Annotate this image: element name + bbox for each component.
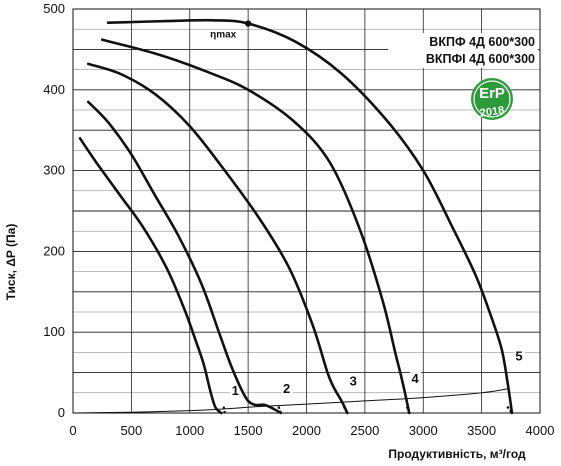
x-axis-title: Продуктивність, м³/год	[388, 447, 526, 461]
x-tick-label: 3000	[409, 423, 438, 438]
fan-curve-2	[88, 102, 281, 413]
curve-label-2: 2	[283, 381, 290, 396]
x-tick-label: 3500	[467, 423, 496, 438]
y-tick-labels: 0 100 200 300 400 500	[43, 1, 65, 420]
y-tick-label: 100	[43, 324, 65, 339]
x-tick-label: 1500	[234, 423, 263, 438]
y-tick-label: 500	[43, 1, 65, 16]
fan-curves: 1 2 3 4 5	[73, 20, 525, 413]
legend-box: ВКПФ 4Д 600*300 ВКПФІ 4Д 600*300	[388, 33, 538, 68]
y-tick-label: 300	[43, 163, 65, 178]
erp-badge-top: ErP	[479, 85, 505, 102]
y-tick-label: 200	[43, 243, 65, 258]
curve-label-4: 4	[411, 371, 419, 386]
y-axis-title: Тиск, ΔP (Па)	[4, 224, 18, 301]
grid	[73, 9, 540, 413]
eta-max-label: ηmax	[210, 30, 237, 41]
legend-line-2: ВКПФІ 4Д 600*300	[426, 52, 535, 66]
x-tick-label: 500	[121, 423, 143, 438]
x-tick-label: 4000	[526, 423, 555, 438]
erp-badge: ErP 2018	[471, 78, 513, 120]
x-tick-label: 0	[69, 423, 76, 438]
curve-label-5: 5	[515, 348, 522, 363]
curve-dashed-end-1	[224, 407, 225, 413]
x-tick-labels: 0 500 1000 1500 2000 2500 3000 3500 4000	[69, 423, 554, 438]
fan-curve-3	[88, 64, 347, 413]
fan-curve-1	[80, 138, 221, 413]
y-tick-label: 0	[58, 405, 65, 420]
curve-label-3: 3	[350, 374, 357, 389]
x-tick-label: 2500	[350, 423, 379, 438]
curve-label-1: 1	[232, 383, 239, 398]
legend-line-1: ВКПФ 4Д 600*300	[429, 35, 535, 49]
eta-max-point	[245, 20, 251, 26]
y-tick-label: 400	[43, 82, 65, 97]
x-tick-label: 2000	[292, 423, 321, 438]
x-tick-label: 1000	[175, 423, 204, 438]
